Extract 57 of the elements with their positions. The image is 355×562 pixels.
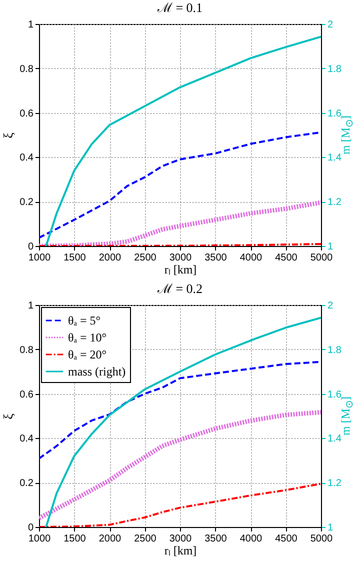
y2-tick-label: 1.8 [328,344,342,356]
x-tick-label: 1000 [28,534,52,544]
x-tick-label: 3500 [204,252,228,264]
legend-label: θₐ = 10° [68,330,107,344]
x-tick-label: 2000 [98,252,122,264]
x-tick-label: 1000 [28,252,52,264]
y2-tick-label: 1.2 [328,197,342,208]
x-tick-label: 4000 [240,534,263,544]
x-tick-label: 2000 [98,534,122,544]
y-tick-label: 0.2 [20,197,34,208]
x-tick-label: 2500 [134,534,157,544]
y2-tick-label: 1.4 [328,152,342,164]
y-tick-label: 0.6 [20,389,34,400]
y-tick-label: 0 [28,522,34,534]
line-series [45,316,321,527]
x-tick-label: 3500 [204,534,228,544]
line-series [45,36,321,246]
line-series [39,131,321,239]
y-tick-label: 0.6 [20,108,34,120]
x-axis-title: rₗ [km] [164,262,197,276]
y-axis-title: ξ [0,132,16,138]
y2-tick-label: 1 [328,522,334,534]
x-tick-label: 5000 [310,534,334,544]
x-tick-label: 1500 [64,534,86,544]
x-axis-title: rₗ [km] [164,544,197,558]
x-tick-label: 1500 [64,252,86,264]
y2-tick-label: 1.4 [328,434,342,445]
legend-label: θₐ = 20° [68,348,107,362]
x-tick-label: 4000 [240,252,263,264]
x-tick-label: 4500 [275,252,298,264]
y2-tick-label: 2 [328,20,334,30]
line-series [39,410,321,520]
y-axis-title: ξ [0,413,16,420]
chart-title: ℳ = 0.1 [156,0,203,15]
y-tick-label: 0.2 [20,478,34,490]
x-tick-label: 2500 [134,252,157,264]
y-tick-label: 0.4 [20,152,34,164]
legend-label: mass (right) [68,364,126,378]
y-tick-label: 0 [28,242,34,252]
x-tick-label: 3000 [169,252,192,264]
y-tick-label: 0.4 [20,434,34,445]
y-tick-label: 0.8 [20,64,34,75]
chart-title: ℳ = 0.2 [156,281,203,296]
y-tick-label: 0.8 [20,344,34,356]
y-tick-label: 1 [28,20,34,30]
x-tick-label: 4500 [275,534,298,544]
legend-label: θₐ = 5° [68,314,101,328]
y2-tick-label: 1.6 [328,389,342,400]
y2-tick-label: 1.2 [328,478,342,490]
x-tick-label: 3000 [169,534,192,544]
y2-tick-label: 1.8 [328,64,342,75]
y2-tick-label: 2 [328,300,334,312]
y2-tick-label: 1 [328,242,334,252]
x-tick-label: 5000 [310,252,334,264]
line-series [39,360,321,460]
y2-tick-label: 1.6 [328,108,342,120]
y-tick-label: 1 [28,300,34,312]
